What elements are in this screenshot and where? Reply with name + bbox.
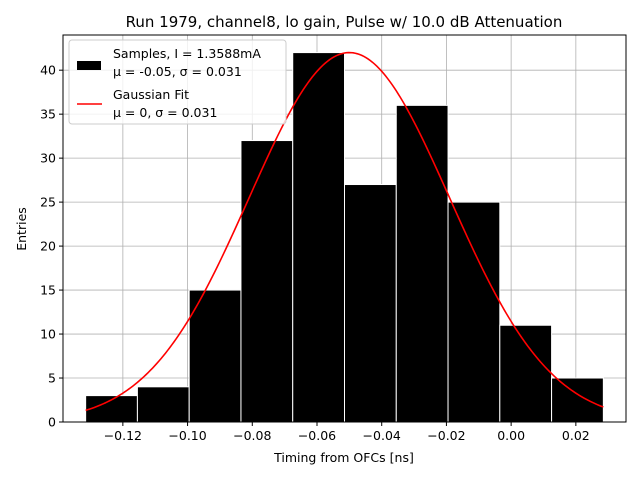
histogram-bar [344,184,397,423]
axis-ticks: −0.12 −0.10 −0.08 −0.06 −0.04 −0.02 0.00 0.02 0 5… [40,63,590,443]
legend-stats-samples: μ = -0.05, σ = 0.031 [113,64,242,79]
x-tick-label: −0.06 [298,428,336,443]
y-tick-label: 25 [40,195,56,210]
chart-title: Run 1979, channel8, lo gain, Pulse w/ 10… [126,13,563,31]
y-tick-label: 0 [48,415,56,430]
y-tick-label: 5 [48,371,56,386]
x-tick-label: 0.00 [497,428,525,443]
histogram-bar [292,52,346,423]
x-tick-label: −0.08 [233,428,271,443]
legend: Samples, I = 1.3588mA μ = -0.05, σ = 0.03… [68,39,287,125]
y-axis-label: Entries [14,207,29,251]
legend-label-fit: Gaussian Fit [113,87,189,102]
x-tick-label: −0.10 [168,428,206,443]
x-tick-label: −0.04 [363,428,401,443]
y-tick-label: 40 [40,63,56,78]
histogram-bars [85,52,604,423]
histogram-bar [188,289,242,423]
legend-box [68,39,287,125]
histogram-bar [499,324,553,423]
x-axis-label: Timing from OFCs [ns] [273,450,414,465]
y-tick-label: 10 [40,327,56,342]
histogram-bar [136,386,190,423]
gaussian-fit [85,51,604,412]
plot-frame [62,34,627,423]
histogram-bar [240,140,294,423]
y-tick-label: 20 [40,239,56,254]
fit-curve [85,51,604,412]
histogram-bar [551,377,604,423]
y-tick-label: 35 [40,107,56,122]
y-tick-label: 30 [40,151,56,166]
legend-label-samples: Samples, I = 1.3588mA [113,46,261,61]
x-tick-label: −0.12 [104,428,142,443]
histogram-bar [395,104,449,423]
histogram-bar [447,201,501,423]
legend-swatch-samples [77,61,101,70]
x-tick-label: −0.02 [427,428,465,443]
x-tick-label: 0.02 [562,428,590,443]
legend-stats-fit: μ = 0, σ = 0.031 [113,105,217,120]
y-tick-label: 15 [40,283,56,298]
